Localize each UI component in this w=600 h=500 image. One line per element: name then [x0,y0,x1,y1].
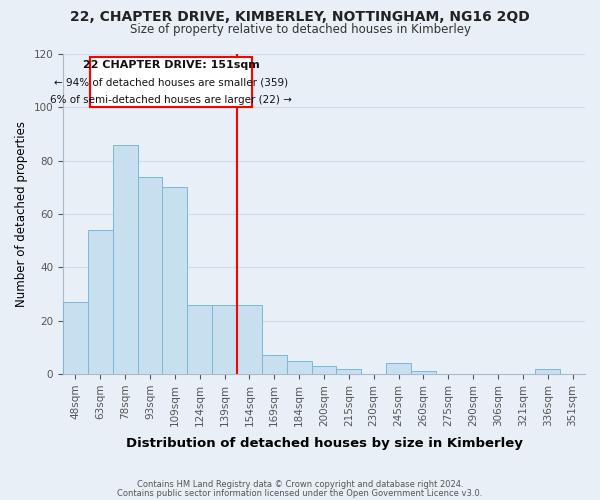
Bar [137,176,163,374]
Bar [337,368,361,374]
Bar [88,230,113,374]
Text: Contains public sector information licensed under the Open Government Licence v3: Contains public sector information licen… [118,489,482,498]
Bar [212,304,237,374]
Bar [311,366,337,374]
Y-axis label: Number of detached properties: Number of detached properties [15,121,28,307]
Bar [187,304,212,374]
Text: Contains HM Land Registry data © Crown copyright and database right 2024.: Contains HM Land Registry data © Crown c… [137,480,463,489]
Bar [386,364,411,374]
X-axis label: Distribution of detached houses by size in Kimberley: Distribution of detached houses by size … [125,437,523,450]
Bar [262,356,287,374]
Bar [287,360,311,374]
Bar [63,302,88,374]
Bar [113,144,137,374]
Text: 6% of semi-detached houses are larger (22) →: 6% of semi-detached houses are larger (2… [50,95,292,105]
Bar [535,368,560,374]
Text: 22 CHAPTER DRIVE: 151sqm: 22 CHAPTER DRIVE: 151sqm [83,60,260,70]
Text: ← 94% of detached houses are smaller (359): ← 94% of detached houses are smaller (35… [54,78,288,88]
FancyBboxPatch shape [91,56,252,108]
Text: Size of property relative to detached houses in Kimberley: Size of property relative to detached ho… [130,22,470,36]
Bar [163,188,187,374]
Bar [411,372,436,374]
Bar [237,304,262,374]
Text: 22, CHAPTER DRIVE, KIMBERLEY, NOTTINGHAM, NG16 2QD: 22, CHAPTER DRIVE, KIMBERLEY, NOTTINGHAM… [70,10,530,24]
